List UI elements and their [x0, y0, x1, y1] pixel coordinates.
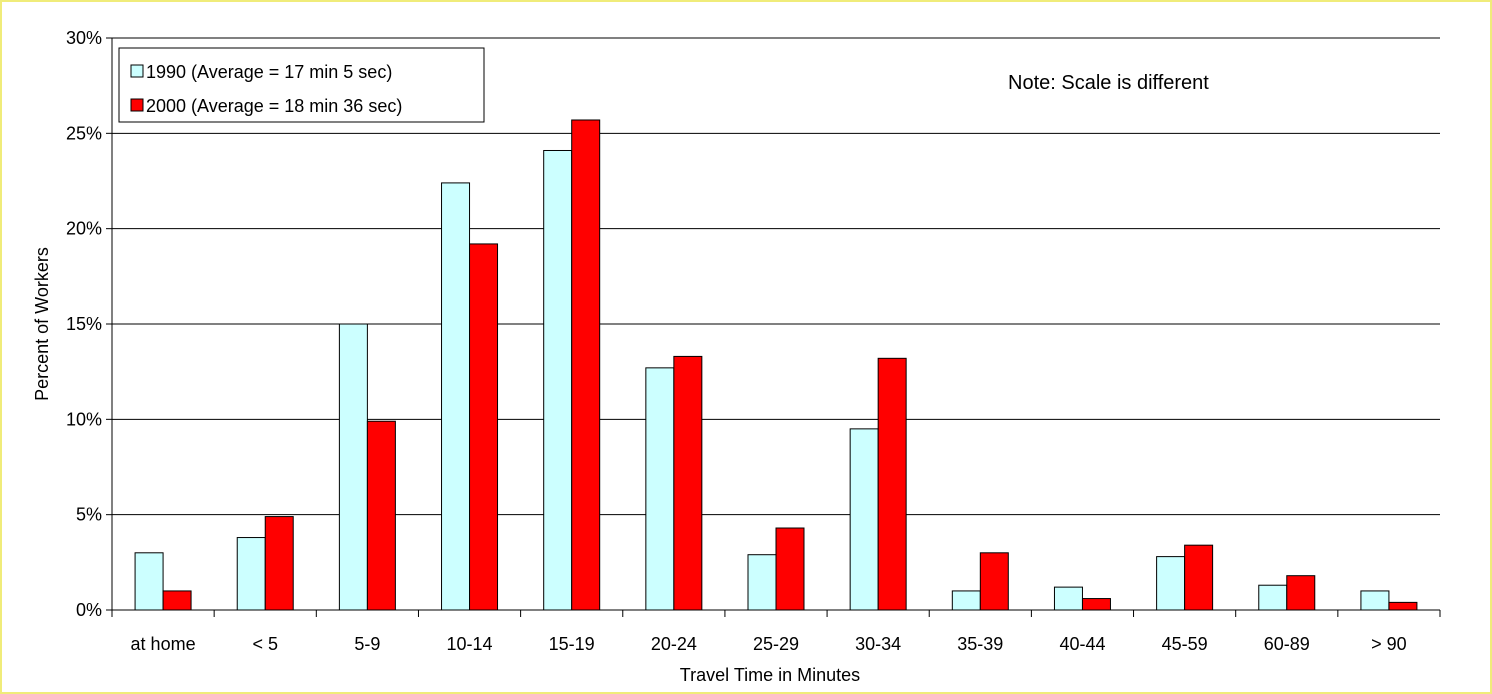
bar-2000 — [1081, 598, 1111, 611]
legend-label-2000: 2000 (Average = 18 min 36 sec) — [146, 96, 402, 116]
bar-2000 — [775, 527, 805, 611]
y-tick-label: 0% — [76, 600, 102, 620]
bar-2000 — [979, 552, 1009, 611]
x-tick-label: 25-29 — [753, 634, 799, 654]
bar-1990 — [1053, 586, 1083, 611]
bar-1990 — [951, 590, 981, 611]
legend-swatch-1990 — [130, 64, 144, 78]
bar-1990 — [747, 554, 777, 611]
bar-1990 — [236, 537, 266, 611]
bar-2000 — [469, 243, 499, 611]
bar-2000 — [1388, 601, 1418, 611]
x-tick-label: 45-59 — [1162, 634, 1208, 654]
y-tick-labels: 0% 5% 10% 15% 20% 25% 30% — [66, 28, 102, 620]
x-tick-label: 40-44 — [1059, 634, 1105, 654]
y-tick-label: 20% — [66, 219, 102, 239]
y-axis-title: Percent of Workers — [32, 247, 52, 401]
bar-2000 — [162, 590, 192, 611]
legend-label-1990: 1990 (Average = 17 min 5 sec) — [146, 62, 392, 82]
bar-1990 — [645, 367, 675, 611]
gridlines — [106, 37, 1441, 617]
x-tick-label: 10-14 — [447, 634, 493, 654]
bar-1990 — [849, 428, 879, 611]
x-tick-label: 30-34 — [855, 634, 901, 654]
bar-2000 — [877, 357, 907, 611]
bar-1990 — [1156, 556, 1186, 611]
bar-1990 — [543, 149, 573, 611]
x-tick-label: 5-9 — [354, 634, 380, 654]
bars — [134, 119, 1418, 611]
legend-swatch-2000 — [130, 98, 144, 112]
x-tick-label: 35-39 — [957, 634, 1003, 654]
y-tick-label: 15% — [66, 314, 102, 334]
x-tick-label: > 90 — [1371, 634, 1407, 654]
bar-1990 — [1258, 584, 1288, 611]
y-tick-label: 5% — [76, 505, 102, 525]
bar-2000 — [1184, 544, 1214, 611]
x-tick-label: 20-24 — [651, 634, 697, 654]
bar-2000 — [264, 516, 294, 611]
y-tick-label: 30% — [66, 28, 102, 48]
x-axis-title: Travel Time in Minutes — [680, 665, 860, 685]
x-tick-label: 60-89 — [1264, 634, 1310, 654]
bar-1990 — [134, 552, 164, 611]
y-tick-label: 25% — [66, 123, 102, 143]
x-tick-labels: at home < 5 5-9 10-14 15-19 20-24 25-29 30-34 35… — [131, 634, 1407, 654]
legend: 1990 (Average = 17 min 5 sec) 2000 (Aver… — [118, 47, 485, 123]
axes — [111, 38, 1440, 611]
bar-2000 — [571, 119, 601, 611]
scale-note: Note: Scale is different — [1008, 72, 1209, 94]
bar-2000 — [673, 355, 703, 611]
y-tick-label: 10% — [66, 409, 102, 429]
legend-box — [118, 47, 485, 123]
bar-1990 — [1360, 590, 1390, 611]
bar-2000 — [1286, 575, 1316, 611]
x-tick-label: at home — [131, 634, 196, 654]
bar-1990 — [441, 182, 471, 611]
x-tick-label: < 5 — [252, 634, 278, 654]
x-tick-label: 15-19 — [549, 634, 595, 654]
bar-2000 — [366, 420, 396, 611]
bar-1990 — [338, 323, 368, 611]
